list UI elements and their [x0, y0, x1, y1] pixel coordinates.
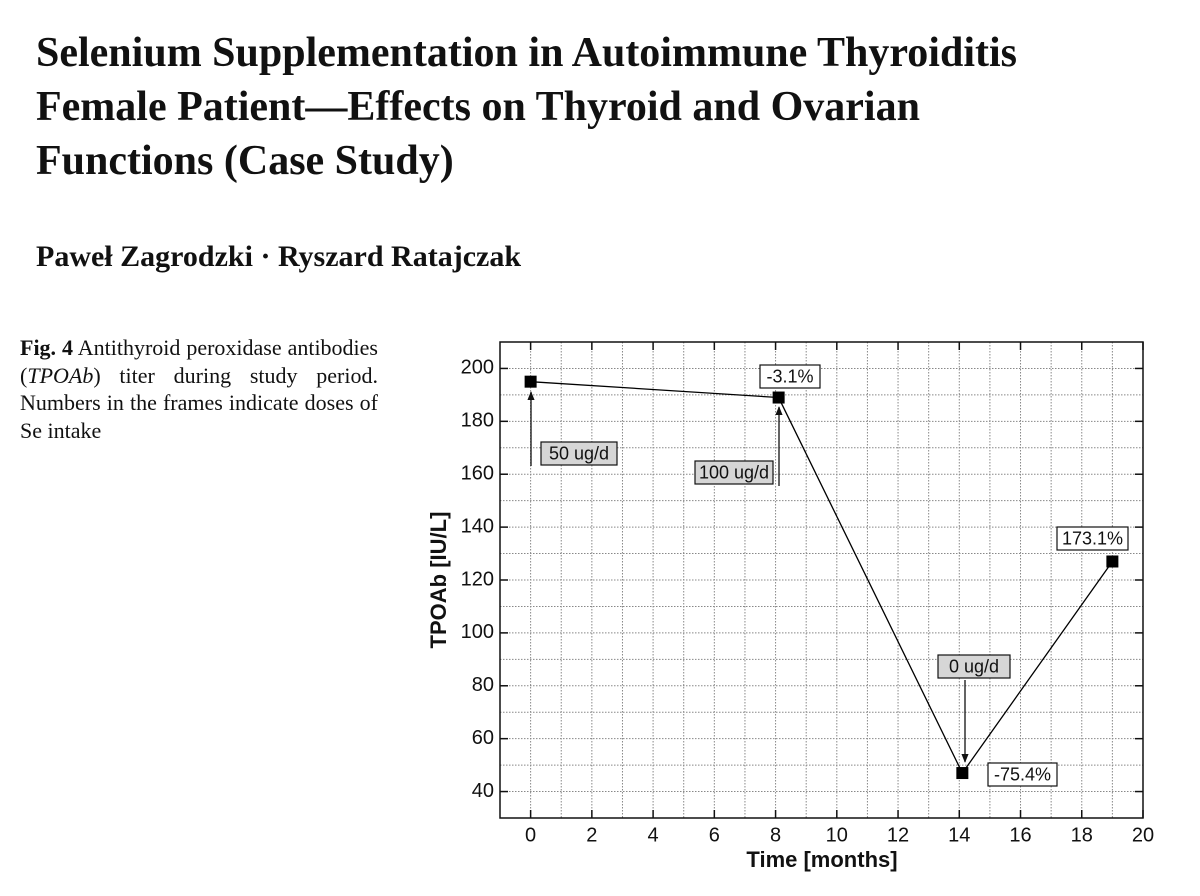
y-tick-label: 180	[461, 410, 494, 432]
y-tick-label: 100	[461, 621, 494, 643]
data-point	[1106, 555, 1119, 568]
x-tick-label: 8	[770, 824, 781, 846]
annotation: 50 ug/d	[549, 443, 609, 463]
annotation: 173.1%	[1062, 528, 1123, 548]
title-line: Female Patient—Effects on Thyroid and Ov…	[36, 84, 920, 130]
annotation-box	[759, 364, 821, 389]
x-tick-label: 2	[586, 824, 597, 846]
annotation-box	[694, 460, 774, 485]
paper-title: Selenium Supplementation in Autoimmune T…	[36, 26, 1017, 188]
x-tick-label: 0	[525, 824, 536, 846]
y-tick-label: 120	[461, 568, 494, 590]
x-tick-label: 6	[709, 824, 720, 846]
caption-text: Antithyroid peroxidase antibodies (	[20, 335, 378, 388]
x-tick-label: 18	[1071, 824, 1093, 846]
y-tick-label: 80	[472, 674, 494, 696]
x-axis-label: Time [months]	[746, 847, 897, 872]
annotation: -75.4%	[994, 764, 1051, 784]
x-tick-label: 14	[948, 824, 970, 846]
caption-italic: TPOAb	[27, 362, 94, 388]
y-tick-label: 40	[472, 780, 494, 802]
annotation-box	[1056, 526, 1129, 551]
x-tick-label: 12	[887, 824, 909, 846]
annotation: -3.1%	[766, 366, 813, 386]
caption-text: ) titer during study period. Numbers in …	[20, 362, 378, 443]
data-point	[772, 391, 785, 404]
y-tick-label: 200	[461, 357, 494, 379]
data-line	[530, 381, 1113, 775]
annotation-box	[987, 762, 1058, 787]
annotation-box	[540, 441, 618, 466]
title-line: Selenium Supplementation in Autoimmune T…	[36, 30, 1017, 76]
annotation: 0 ug/d	[949, 656, 999, 676]
x-tick-label: 16	[1009, 824, 1031, 846]
annotation-box	[937, 654, 1011, 679]
caption-label: Fig. 4	[20, 335, 73, 360]
data-point	[956, 767, 969, 780]
y-tick-label: 60	[472, 727, 494, 749]
annotation: 100 ug/d	[699, 462, 769, 482]
title-line: Functions (Case Study)	[36, 138, 454, 184]
y-tick-label: 140	[461, 515, 494, 537]
plot-frame	[499, 341, 1144, 819]
figure-caption: Fig. 4 Antithyroid peroxidase antibodies…	[20, 334, 378, 444]
authors: Paweł Zagrodzki · Ryszard Ratajczak	[36, 240, 522, 273]
y-tick-label: 160	[461, 463, 494, 485]
x-tick-label: 10	[826, 824, 848, 846]
data-point	[524, 375, 537, 388]
x-tick-label: 20	[1132, 824, 1154, 846]
x-tick-label: 4	[648, 824, 659, 846]
y-axis-label: TPOAb [IU/L]	[426, 512, 451, 649]
